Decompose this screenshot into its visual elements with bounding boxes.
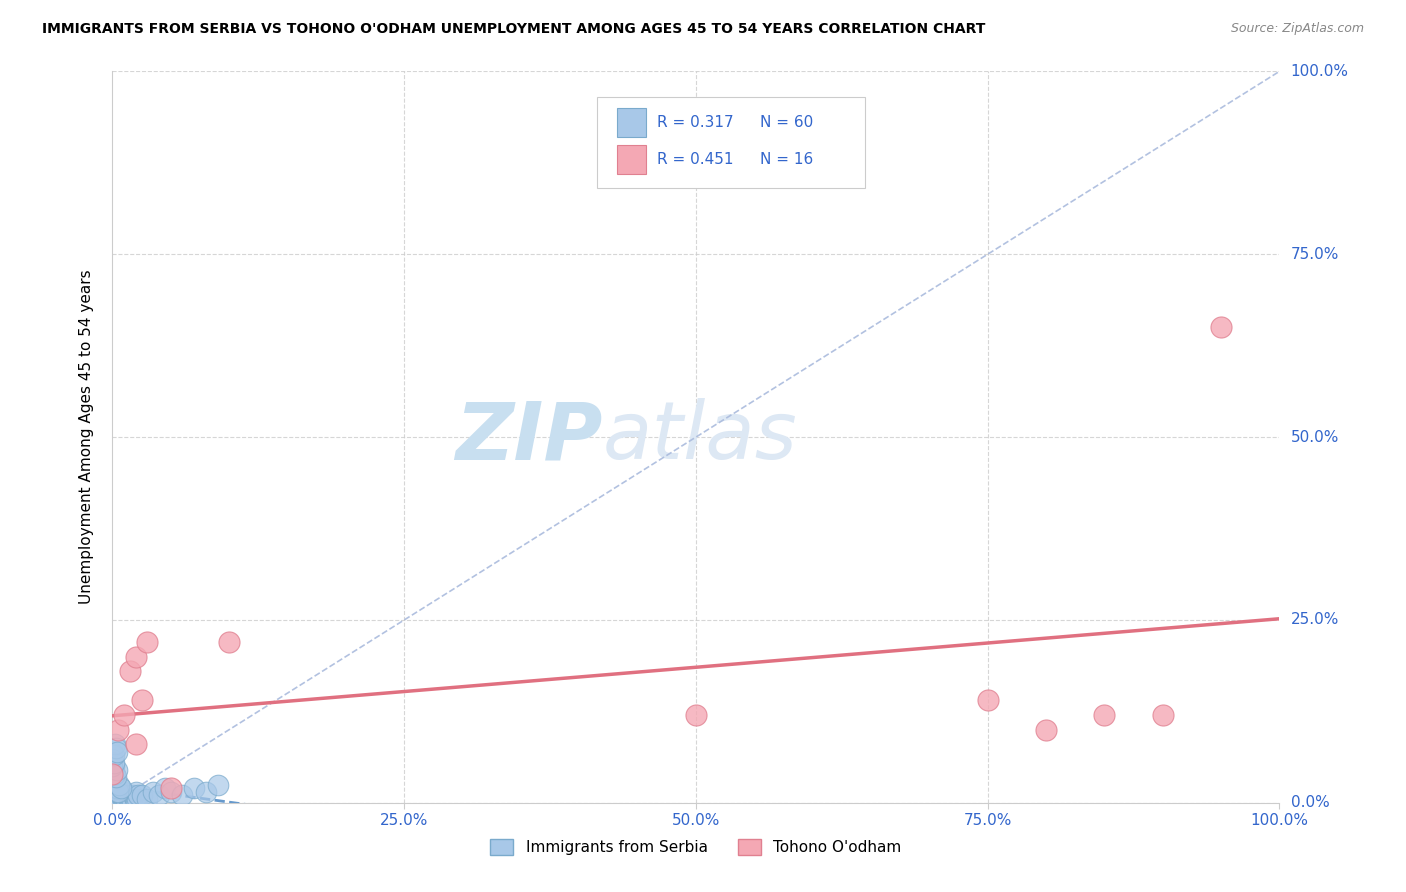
Point [108, 792, 131, 806]
Point [112, 796, 135, 810]
Text: 75.0%: 75.0% [1291, 247, 1339, 261]
Point [110, 781, 132, 796]
Point [101, 752, 124, 766]
Point [118, 796, 141, 810]
Point [103, 756, 125, 770]
Point [104, 785, 127, 799]
Point [685, 708, 707, 723]
Point [107, 789, 129, 803]
Y-axis label: Unemployment Among Ages 45 to 54 years: Unemployment Among Ages 45 to 54 years [79, 269, 94, 605]
Point [110, 796, 132, 810]
Point [142, 785, 165, 799]
Point [125, 796, 148, 810]
Point [1094, 708, 1116, 723]
Point [118, 664, 141, 678]
Bar [617, 108, 645, 137]
Text: IMMIGRANTS FROM SERBIA VS TOHONO O'ODHAM UNEMPLOYMENT AMONG AGES 45 TO 54 YEARS : IMMIGRANTS FROM SERBIA VS TOHONO O'ODHAM… [42, 22, 986, 37]
Point [125, 792, 148, 806]
Point [114, 792, 136, 806]
Point [101, 792, 124, 806]
Point [104, 796, 127, 810]
Point [105, 792, 128, 806]
Point [104, 781, 127, 796]
Point [101, 745, 124, 759]
Point [101, 766, 124, 780]
Point [218, 635, 240, 649]
Point [976, 693, 998, 707]
Point [160, 781, 183, 796]
Point [136, 635, 159, 649]
Point [104, 740, 127, 755]
Text: 0.0%: 0.0% [1291, 796, 1329, 810]
Point [107, 796, 129, 810]
Point [103, 759, 125, 773]
Point [105, 763, 128, 777]
Point [183, 781, 205, 796]
Text: N = 60: N = 60 [761, 115, 814, 130]
Point [107, 723, 129, 737]
Point [160, 785, 183, 799]
Point [194, 785, 217, 799]
Point [104, 766, 127, 780]
FancyBboxPatch shape [596, 97, 865, 188]
Point [117, 789, 139, 803]
Text: 100.0%: 100.0% [1291, 64, 1348, 78]
Point [1209, 320, 1232, 334]
Text: 50.0%: 50.0% [1291, 430, 1339, 444]
Point [1035, 723, 1057, 737]
Text: ZIP: ZIP [456, 398, 603, 476]
Point [105, 781, 128, 796]
Point [122, 789, 145, 803]
Point [101, 773, 124, 788]
Text: atlas: atlas [603, 398, 797, 476]
Point [124, 792, 146, 806]
Text: R = 0.317: R = 0.317 [658, 115, 734, 130]
Point [1152, 708, 1174, 723]
Point [125, 785, 148, 799]
Text: 25.0%: 25.0% [1291, 613, 1339, 627]
Point [112, 708, 135, 723]
Point [136, 792, 159, 806]
Text: R = 0.451: R = 0.451 [658, 152, 734, 167]
Point [111, 789, 134, 803]
Point [101, 789, 124, 803]
Point [108, 778, 131, 792]
Point [111, 792, 134, 806]
Legend: Immigrants from Serbia, Tohono O'odham: Immigrants from Serbia, Tohono O'odham [484, 833, 908, 861]
Text: Source: ZipAtlas.com: Source: ZipAtlas.com [1230, 22, 1364, 36]
Point [131, 693, 153, 707]
Bar [617, 145, 645, 174]
Point [104, 737, 127, 751]
Point [207, 778, 229, 792]
Point [118, 792, 141, 806]
Point [101, 781, 124, 796]
Point [107, 785, 129, 799]
Point [153, 781, 176, 796]
Point [103, 778, 125, 792]
Point [103, 748, 125, 763]
Point [172, 789, 194, 803]
Point [118, 789, 141, 803]
Point [148, 789, 170, 803]
Point [105, 745, 128, 759]
Point [125, 737, 148, 751]
Point [127, 789, 149, 803]
Text: N = 16: N = 16 [761, 152, 814, 167]
Point [104, 770, 127, 784]
Point [120, 792, 142, 806]
Point [131, 789, 153, 803]
Point [115, 796, 138, 810]
Point [104, 796, 127, 810]
Point [112, 785, 135, 799]
Point [121, 796, 143, 810]
Point [125, 649, 148, 664]
Point [101, 796, 124, 810]
Point [101, 759, 124, 773]
Point [101, 796, 124, 810]
